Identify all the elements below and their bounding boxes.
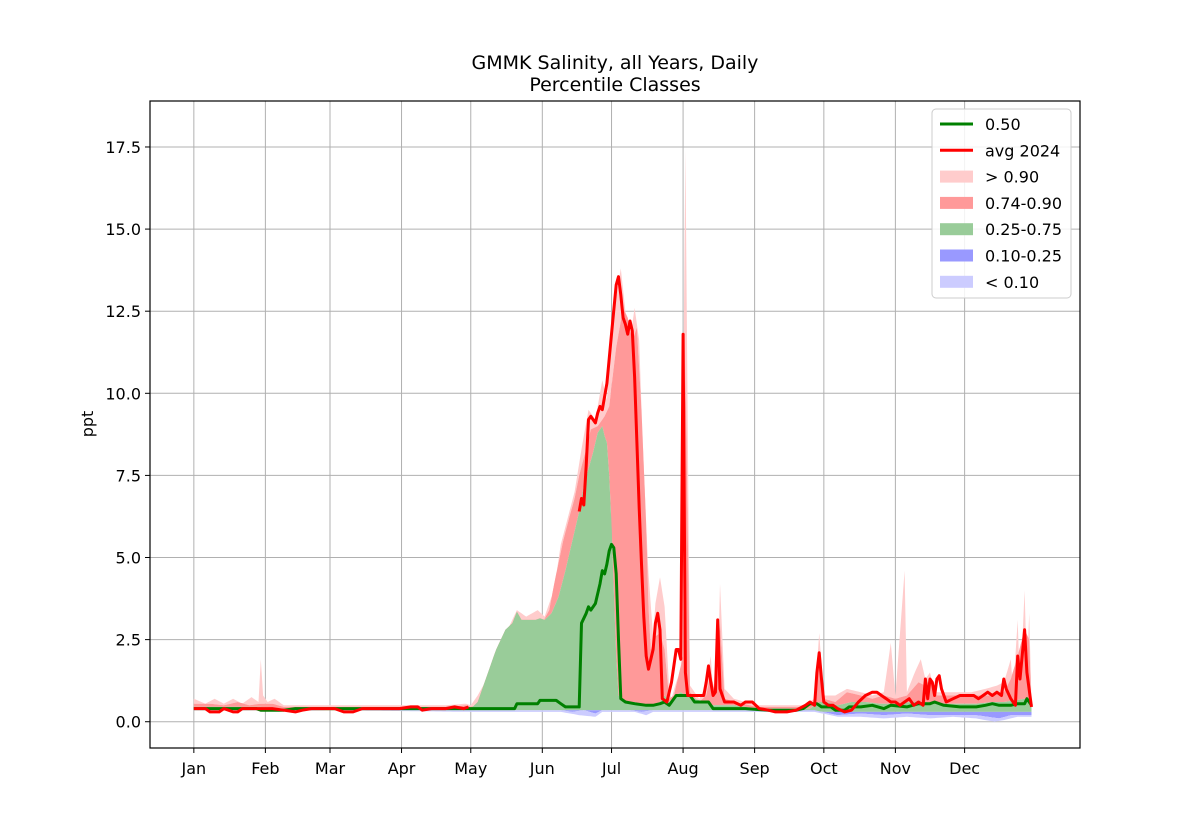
x-tick-label: Jan <box>181 759 207 778</box>
x-tick-label: Jul <box>601 759 621 778</box>
x-tick-label: Dec <box>949 759 980 778</box>
y-tick-label: 10.0 <box>105 384 141 403</box>
legend-swatch-patch <box>940 223 973 236</box>
chart-title: GMMK Salinity, all Years, Daily <box>472 52 759 74</box>
x-axis-ticks: Jan Feb Mar Apr May Jun Jul Aug Sep Oct Nov Dec <box>181 748 980 778</box>
legend-label: 0.74-0.90 <box>985 194 1062 213</box>
legend-swatch-patch <box>940 275 973 288</box>
legend: 0.50 avg 2024 > 0.90 0.74-0.90 0.25-0.75 0.10… <box>931 108 1072 299</box>
y-tick-label: 12.5 <box>105 302 141 321</box>
legend-label: avg 2024 <box>985 141 1060 160</box>
legend-label: 0.25-0.75 <box>985 220 1062 239</box>
y-tick-label: 5.0 <box>116 549 141 568</box>
legend-swatch-patch <box>940 170 973 183</box>
x-tick-label: Oct <box>810 759 838 778</box>
band-25-75 <box>193 426 1032 712</box>
chart-title-group: GMMK Salinity, all Years, Daily Percenti… <box>472 52 759 96</box>
y-tick-label: 15.0 <box>105 220 141 239</box>
y-axis-label: ppt <box>78 411 97 438</box>
x-tick-label: Sep <box>740 759 770 778</box>
x-tick-label: Mar <box>315 759 346 778</box>
chart-subtitle: Percentile Classes <box>529 74 700 96</box>
legend-label: < 0.10 <box>985 273 1039 292</box>
plot-frame <box>149 100 1081 749</box>
y-tick-label: 0.0 <box>116 713 141 732</box>
series-lines <box>193 275 1033 714</box>
legend-swatch-patch <box>940 196 973 209</box>
y-tick-label: 17.5 <box>105 138 141 157</box>
legend-label: > 0.90 <box>985 168 1039 187</box>
legend-swatch-patch <box>940 249 973 262</box>
x-tick-label: Feb <box>251 759 279 778</box>
y-tick-label: 2.5 <box>116 631 141 650</box>
x-tick-label: Apr <box>388 759 416 778</box>
band-10-25 <box>193 708 1032 719</box>
percentile-bands <box>193 150 1032 722</box>
y-axis-ticks: 0.0 2.5 5.0 7.5 10.0 12.5 15.0 17.5 <box>105 138 150 732</box>
x-tick-label: May <box>454 759 487 778</box>
x-tick-label: Aug <box>667 759 698 778</box>
band-below-10 <box>193 708 1032 722</box>
x-tick-label: Nov <box>880 759 911 778</box>
x-tick-label: Jun <box>529 759 555 778</box>
legend-label: 0.10-0.25 <box>985 247 1062 266</box>
avg-2024-line <box>193 275 1033 714</box>
legend-label: 0.50 <box>985 115 1021 134</box>
band-74-90 <box>193 307 1032 709</box>
y-tick-label: 7.5 <box>116 466 141 485</box>
